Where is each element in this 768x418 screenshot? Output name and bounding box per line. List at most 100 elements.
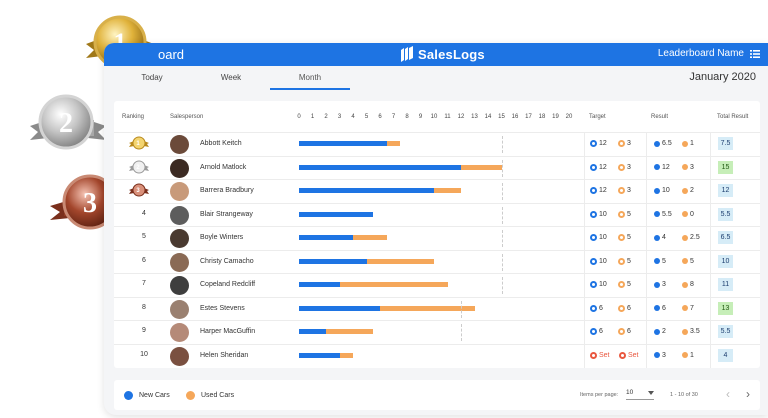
next-page-button[interactable]: ›	[746, 387, 750, 401]
prev-page-button[interactable]: ‹	[726, 387, 730, 401]
column-divider	[646, 274, 647, 297]
result-new-dot	[654, 187, 660, 194]
salesperson-name[interactable]: Boyle Winters	[200, 234, 244, 241]
target-used-value: 6	[627, 328, 631, 335]
target-used: 3	[618, 163, 631, 171]
target-used-icon	[618, 234, 625, 241]
avatar	[170, 229, 189, 248]
result-new-dot	[654, 140, 660, 147]
header-salesperson: Salesperson	[170, 114, 204, 120]
target-marker	[461, 300, 462, 318]
result-used-value: 3.5	[690, 328, 700, 335]
period-label: January 2020	[689, 71, 756, 83]
target-marker	[501, 159, 503, 177]
legend-new-dot	[124, 391, 133, 400]
result-used: 1	[682, 140, 694, 147]
salesperson-name[interactable]: Helen Sheridan	[200, 351, 249, 359]
result-new: 5.5	[654, 211, 672, 218]
target-used: 3	[618, 187, 631, 194]
rank-number: 9	[142, 327, 146, 334]
target-new-icon	[590, 187, 597, 194]
medal-3-label: 3	[83, 188, 97, 219]
scale-tick: 13	[471, 114, 478, 120]
column-divider	[710, 321, 711, 344]
target-new-value: 10	[599, 210, 607, 218]
legend-used-dot	[186, 391, 195, 400]
gold-medal-icon	[129, 136, 149, 150]
target-new-value: 6	[599, 328, 603, 335]
column-divider	[646, 203, 647, 227]
legend-new-label: New Cars	[139, 392, 170, 399]
table-row[interactable]: 10 Helen Sheridan Set Set 3 1 4	[114, 343, 760, 368]
bar-used-cars	[366, 258, 434, 264]
table-row[interactable]: 2 Arnold Matlock 12 3 12 3 15	[114, 155, 760, 180]
items-per-page-label: Items per page:	[580, 392, 619, 398]
result-used: 2.5	[682, 234, 700, 241]
brand-logo: SalesLogs	[400, 46, 485, 62]
avatar	[170, 323, 189, 342]
scale-tick: 1	[310, 114, 315, 120]
result-new-dot	[654, 234, 660, 241]
target-new[interactable]: Set	[590, 351, 610, 359]
column-divider	[646, 227, 647, 250]
scale-tick: 4	[351, 114, 355, 120]
target-used[interactable]: Set	[619, 351, 639, 359]
result-used-dot	[682, 305, 688, 311]
table-row[interactable]: 4 Blair Strangeway 10 5 5.5 0 5.5	[114, 202, 760, 227]
list-menu-icon[interactable]	[750, 49, 760, 59]
leaderboard-name[interactable]: Leaderboard Name	[657, 48, 744, 59]
active-tab-indicator	[270, 88, 350, 90]
total-result: 12	[718, 184, 733, 197]
table-row[interactable]: 3 Barrera Bradbury 12 3 10 2 12	[114, 179, 760, 203]
scale-tick: 15	[498, 114, 505, 120]
result-new: 3	[654, 352, 666, 359]
tab-month[interactable]: Month	[298, 73, 322, 82]
table-row[interactable]: 6 Christy Camacho 10 5 5 5 10	[114, 249, 760, 274]
salesperson-name[interactable]: Blair Strangeway	[200, 210, 253, 218]
tab-week[interactable]: Week	[220, 73, 242, 82]
result-used-dot	[682, 234, 688, 241]
table-row[interactable]: 8 Estes Stevens 6 6 6 7 13	[114, 296, 760, 321]
table-row[interactable]: 1 Abbott Keitch 12 3 6.5 1 7.5	[114, 132, 760, 156]
items-per-page-select[interactable]: 10	[626, 389, 654, 400]
salesperson-name[interactable]: Copeland Redcliff	[200, 281, 256, 288]
target-new-icon	[590, 163, 597, 171]
result-used-dot	[682, 211, 688, 217]
result-used: 0	[682, 211, 694, 218]
salesperson-name[interactable]: Christy Camacho	[200, 257, 254, 265]
table-row[interactable]: 7 Copeland Redcliff 10 5 3 8 11	[114, 273, 760, 297]
target-used-value: 5	[627, 281, 631, 288]
leaderboard-table: Ranking Salesperson 0 1 2 3 4 5 6 7 8 9 10 11 12 13 14…	[114, 101, 760, 368]
result-used-value: 0	[690, 210, 694, 218]
top-bar: oard SalesLogs Leaderboard Name	[104, 43, 768, 66]
rank-number: 6	[142, 256, 146, 264]
result-new: 2	[654, 328, 666, 335]
total-result: 6.5	[718, 231, 733, 244]
salesperson-name[interactable]: Barrera Bradbury	[200, 187, 254, 194]
result-new-dot	[654, 305, 660, 311]
avatar	[170, 276, 189, 295]
tab-today[interactable]: Today	[141, 73, 163, 82]
salesperson-name[interactable]: Arnold Matlock	[200, 163, 247, 171]
table-row[interactable]: 5 Boyle Winters 10 5 4 2.5 6.5	[114, 226, 760, 250]
target-used-icon	[618, 140, 625, 147]
scale-tick: 9	[418, 114, 423, 120]
result-new-dot	[654, 164, 660, 170]
target-used-value: 3	[627, 163, 631, 171]
brand-name: SalesLogs	[418, 46, 485, 62]
salesperson-name[interactable]: Estes Stevens	[200, 304, 245, 312]
column-divider	[710, 274, 711, 297]
result-new-value: 5.5	[662, 210, 672, 218]
column-divider	[710, 250, 711, 274]
salesperson-name[interactable]: Harper MacGuffin	[200, 328, 256, 335]
result-used-value: 1	[690, 351, 694, 359]
result-new-value: 4	[662, 234, 666, 241]
target-used: 6	[618, 328, 631, 335]
table-row[interactable]: 9 Harper MacGuffin 6 6 2 3.5 5.5	[114, 320, 760, 344]
scale-tick: 10	[430, 114, 438, 120]
bar-used-cars	[461, 164, 502, 170]
salesperson-name[interactable]: Abbott Keitch	[200, 140, 242, 147]
target-new-icon	[590, 328, 597, 335]
header-ranking: Ranking	[122, 114, 145, 120]
result-new-value: 3	[662, 351, 666, 359]
